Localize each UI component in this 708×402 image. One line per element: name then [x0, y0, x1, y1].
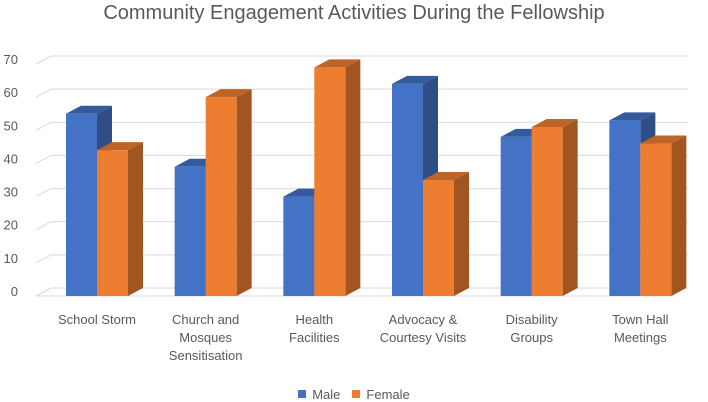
bar-side	[671, 135, 687, 296]
x-category-label-line: Courtesy Visits	[380, 330, 467, 345]
legend-swatch	[298, 390, 307, 398]
bar-front	[500, 136, 532, 296]
x-category-label-line: Health	[296, 312, 334, 327]
x-category-label: Church and Mosques Sensitisation	[169, 312, 243, 363]
legend-item-male: Male	[298, 387, 340, 402]
legend-label: Female	[366, 386, 410, 402]
bar-female-5	[640, 135, 687, 296]
gridline-depth	[35, 188, 52, 198]
bar-front	[205, 97, 237, 297]
y-tick-label: 50	[4, 118, 18, 133]
bar-female-4	[531, 118, 578, 296]
bar-top	[392, 75, 438, 84]
bar-top	[609, 112, 656, 121]
y-tick-label: 10	[4, 251, 18, 266]
gridline-depth	[35, 55, 52, 65]
gridline-depth	[35, 254, 52, 264]
bar-top	[66, 105, 112, 114]
bar-side	[128, 142, 143, 296]
x-category-label-line: Advocacy &	[389, 312, 458, 327]
y-tick-label: 70	[4, 52, 18, 67]
bar-front	[174, 166, 206, 296]
bar-top	[640, 135, 687, 144]
legend-label: Male	[312, 386, 341, 402]
bar-front	[640, 143, 672, 296]
x-category-label-line: Disability	[506, 312, 559, 327]
x-category-label-line: Sensitisation	[169, 348, 243, 363]
x-category-label-line: Groups	[510, 330, 553, 345]
y-tick-label: 30	[4, 185, 18, 200]
y-tick-label: 40	[4, 151, 18, 166]
gridline-depth	[35, 287, 52, 297]
bar-side	[345, 59, 361, 296]
bar-front	[283, 196, 315, 296]
x-category-label-line: Town Hall	[612, 312, 668, 327]
bar-front	[423, 180, 454, 296]
gridline-depth	[35, 221, 52, 231]
gridline-depth	[35, 121, 52, 131]
x-category-label: School Storm	[58, 312, 136, 327]
y-tick-label: 20	[4, 218, 18, 233]
x-category-label-line: Church and	[172, 312, 239, 327]
bar-front	[392, 83, 423, 296]
y-tick-label: 60	[4, 85, 18, 100]
bar-female-0	[97, 142, 143, 296]
gridline-depth	[35, 88, 52, 98]
legend-swatch	[352, 390, 361, 398]
bar-female-1	[205, 89, 252, 297]
gridline-depth	[35, 154, 52, 164]
bar-top	[314, 59, 361, 68]
x-category-label-line: Meetings	[614, 330, 667, 345]
bar-top	[97, 142, 143, 151]
bar-top	[531, 118, 578, 127]
bar-front	[531, 126, 563, 296]
legend-item-female: Female	[352, 386, 410, 402]
x-category-label: Health Facilities	[289, 312, 340, 345]
bar-side	[562, 118, 578, 296]
x-category-label-line: School Storm	[58, 312, 136, 327]
bar-front	[609, 120, 641, 296]
bar-side	[236, 89, 252, 297]
bar-top	[423, 172, 469, 180]
x-category-label: Town Hall Meetings	[612, 312, 668, 345]
chart-legend: Male Female	[0, 386, 708, 402]
bar-female-2	[314, 59, 361, 296]
bar-front	[97, 150, 128, 296]
chart-title: Community Engagement Activities During t…	[103, 2, 605, 24]
x-category-label-line: Facilities	[289, 330, 340, 345]
bar-side	[454, 172, 469, 296]
bar-front	[314, 67, 346, 296]
y-tick-label: 0	[11, 284, 18, 299]
x-category-label-line: Mosques	[179, 330, 232, 345]
bar-front	[66, 113, 97, 296]
x-category-label: Disability Groups	[506, 312, 559, 345]
bar-top	[205, 89, 252, 98]
x-category-label: Advocacy & Courtesy Visits	[380, 312, 467, 345]
bar-female-3	[423, 172, 469, 296]
